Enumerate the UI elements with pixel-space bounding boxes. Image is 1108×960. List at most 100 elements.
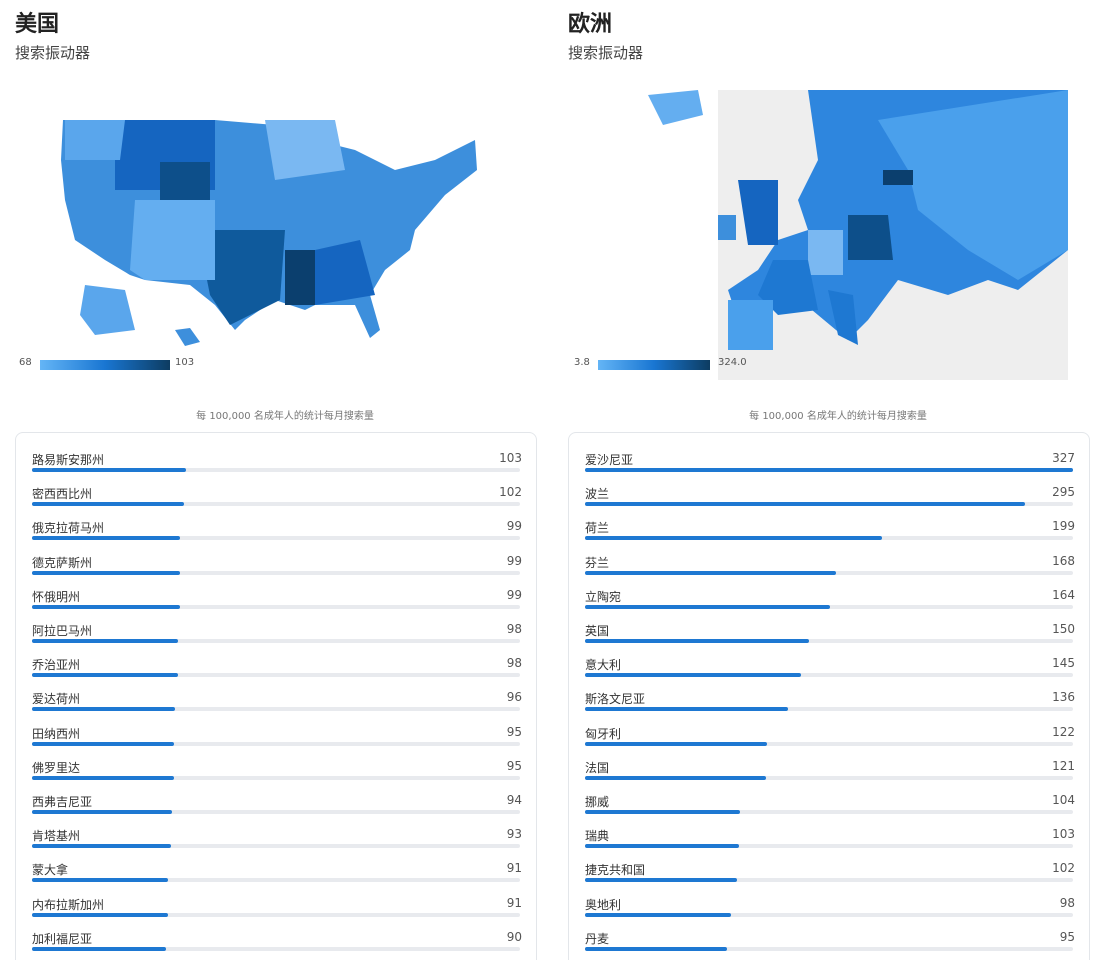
row-value: 94 [506,793,522,807]
bar [585,878,738,883]
panel-subtitle: 搜索振动器 [568,44,644,62]
row-name: 蒙大拿 [32,863,69,878]
bar [32,912,168,917]
list-row: 瑞典 103 [585,827,1075,861]
row-value: 150 [1052,622,1075,636]
bar-track [585,707,1073,712]
bar-track [585,673,1073,678]
bar [585,468,1073,472]
bar-track [32,570,520,575]
bar-track [32,639,520,643]
bar-track [585,946,1073,951]
panel-title: 欧洲 [568,12,613,37]
row-name: 斯洛文尼亚 [585,692,646,707]
bar [585,912,732,917]
row-name: 内布拉斯加州 [32,897,105,912]
row-name: 瑞典 [585,829,610,844]
bar [32,502,185,507]
row-name: 佛罗里达 [32,760,81,775]
row-value: 95 [1059,929,1075,944]
row-value: 103 [1052,827,1075,842]
row-name: 匈牙利 [585,726,622,741]
legend-max: 324.0 [718,357,747,368]
bar [585,946,727,951]
row-name: 意大利 [585,658,622,673]
list-row: 俄克拉荷马州 99 [32,519,522,553]
row-name: 奥地利 [585,897,622,912]
list-row: 爱达荷州 96 [32,690,522,724]
row-value: 91 [506,861,522,876]
row-name: 立陶宛 [585,589,622,604]
panel-subtitle: 搜索振动器 [15,44,91,62]
bar [32,639,179,643]
list-row: 丹麦 95 [585,930,1075,960]
row-name: 西弗吉尼亚 [32,795,93,809]
bar-track [32,741,520,746]
panel: 欧洲 搜索振动器 3.8 324.0 每 100,000 名成年人的统计每月搜索… [568,0,1108,960]
row-value: 102 [499,485,522,500]
bar-track [32,946,520,951]
us-map [61,120,477,346]
bar-track [585,844,1073,849]
bar [32,946,167,951]
ranking-list: 爱沙尼亚 327 波兰 295 荷兰 199 芬兰 168 立陶宛 164 英国 150 意大利 145 斯… [568,432,1090,960]
row-name: 加利福尼亚 [32,931,93,946]
bar-track [32,878,520,883]
list-row: 法国 121 [585,759,1075,793]
bar [32,707,176,712]
bar [585,536,882,541]
row-value: 136 [1052,690,1075,705]
bar-track [32,673,520,678]
row-name: 芬兰 [585,555,610,570]
row-name: 法国 [585,760,610,775]
list-row: 爱沙尼亚 327 [585,451,1075,485]
list-row: 西弗吉尼亚 94 [32,793,522,827]
bar [32,810,173,814]
row-value: 90 [506,929,522,944]
row-value: 104 [1052,793,1075,807]
bar-track [585,741,1073,746]
bar [32,570,180,575]
legend-min: 68 [19,357,32,368]
row-value: 122 [1052,724,1075,739]
row-value: 98 [1059,895,1075,910]
row-value: 95 [506,758,522,773]
row-name: 丹麦 [585,931,610,946]
bar-track [585,775,1073,780]
list-row: 立陶宛 164 [585,588,1075,622]
row-name: 荷兰 [585,521,610,536]
bar-track [32,468,520,472]
bar [585,673,802,678]
legend-gradient [40,360,170,370]
bar-track [585,912,1073,917]
bar-track [585,639,1073,643]
legend-min: 3.8 [574,357,590,368]
row-value: 121 [1052,758,1075,773]
bar-track [32,844,520,849]
row-value: 164 [1052,587,1075,602]
caption: 每 100,000 名成年人的统计每月搜索量 [196,411,374,422]
list-row: 挪威 104 [585,793,1075,827]
row-value: 98 [506,622,522,636]
row-name: 爱达荷州 [32,692,81,707]
list-row: 乔治亚州 98 [32,656,522,690]
bar [32,673,179,678]
row-name: 英国 [585,624,610,638]
row-value: 93 [506,827,522,842]
list-row: 田纳西州 95 [32,725,522,759]
row-value: 168 [1052,553,1075,568]
list-row: 密西西比州 102 [32,485,522,519]
bar-track [32,536,520,541]
list-row: 怀俄明州 99 [32,588,522,622]
row-name: 俄克拉荷马州 [32,521,105,536]
row-value: 295 [1052,485,1075,500]
row-name: 波兰 [585,487,610,502]
bar [585,844,739,849]
bar [585,810,741,814]
bar-track [585,878,1073,883]
row-value: 95 [506,724,522,739]
row-name: 田纳西州 [32,726,81,741]
row-name: 德克萨斯州 [32,555,93,570]
bar [585,639,809,643]
